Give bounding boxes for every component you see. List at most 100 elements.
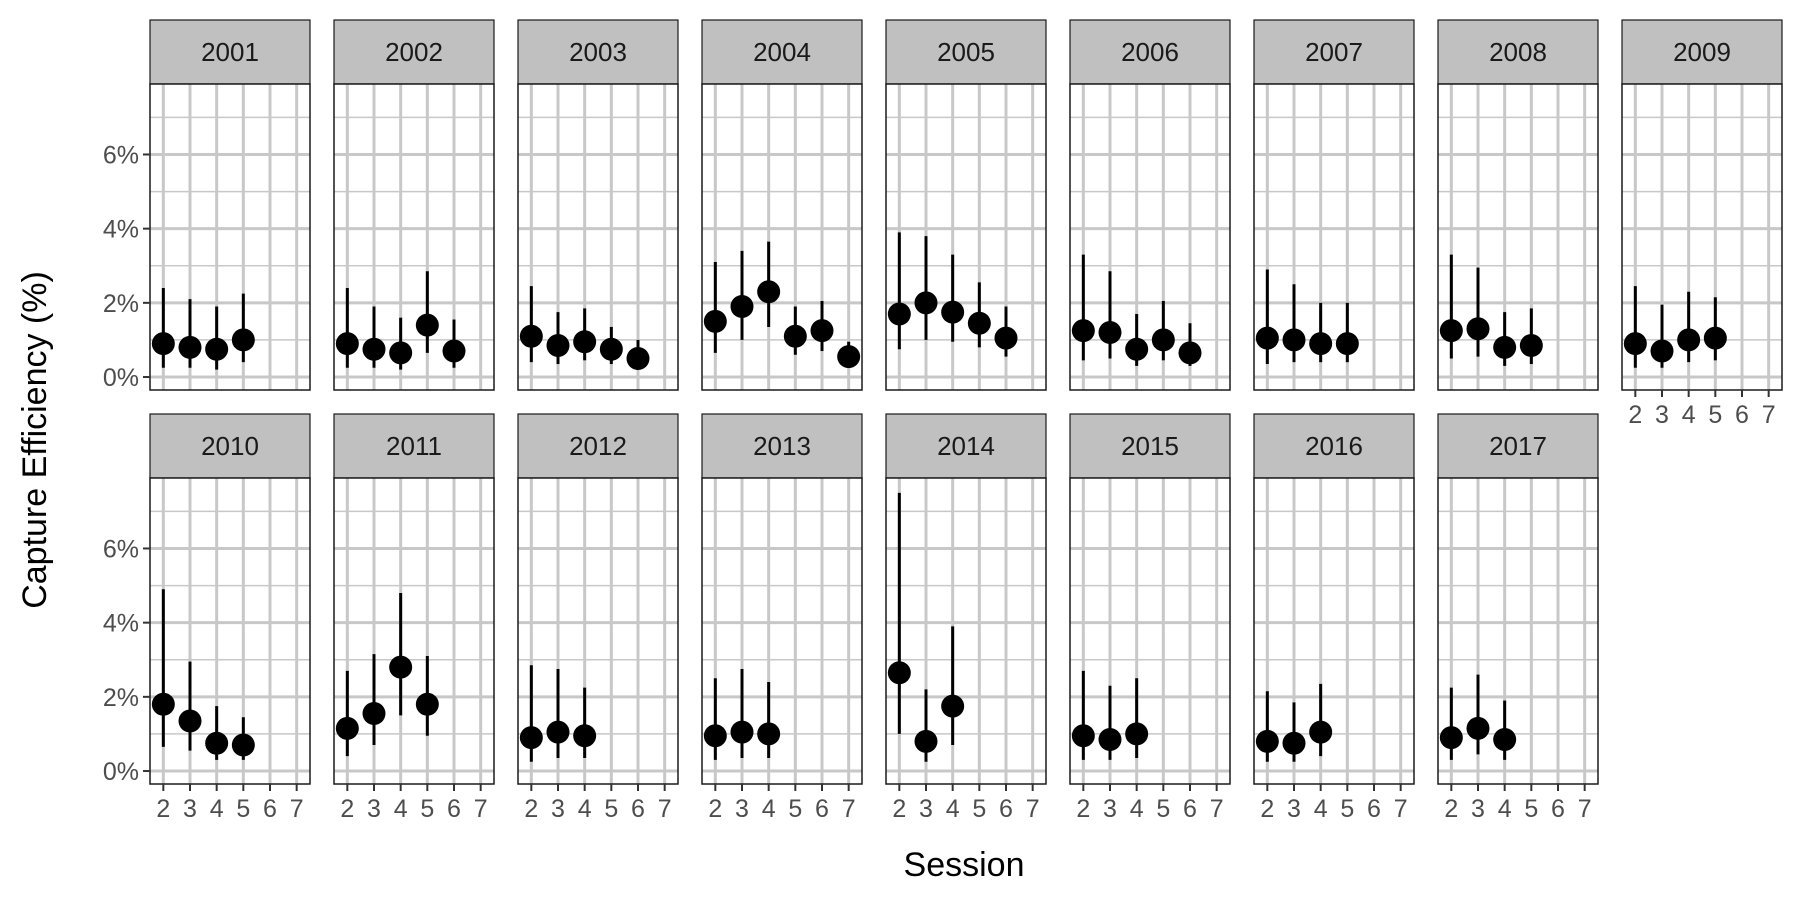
x-tick-label: 3 bbox=[183, 795, 197, 823]
facet-strip bbox=[1621, 19, 1783, 85]
facet-panel-2010: 2010 bbox=[149, 413, 311, 785]
facet-strip bbox=[333, 19, 495, 85]
facet-panel-2017: 2017 bbox=[1437, 413, 1599, 785]
x-tick-label: 4 bbox=[762, 795, 776, 823]
y-tick-label: 2% bbox=[103, 684, 139, 712]
data-point bbox=[1178, 341, 1202, 365]
data-point bbox=[1677, 328, 1701, 352]
x-tick-label: 4 bbox=[1682, 401, 1696, 429]
facet-strip bbox=[517, 19, 679, 85]
panel-border bbox=[1621, 83, 1783, 391]
x-tick-label: 6 bbox=[815, 795, 829, 823]
x-tick-label: 4 bbox=[946, 795, 960, 823]
data-point bbox=[887, 661, 911, 685]
x-tick-label: 4 bbox=[1314, 795, 1328, 823]
data-point bbox=[757, 280, 781, 304]
panel-background bbox=[334, 478, 494, 784]
x-tick-label: 6 bbox=[263, 795, 277, 823]
facet-strip-label: 2013 bbox=[753, 431, 811, 461]
x-tick-label: 5 bbox=[236, 795, 250, 823]
panel-border bbox=[333, 477, 495, 785]
facet-strip-label: 2005 bbox=[937, 37, 995, 67]
x-tick-label: 3 bbox=[367, 795, 381, 823]
panel-background bbox=[702, 478, 862, 784]
panel-border bbox=[149, 477, 311, 785]
facet-strip-label: 2014 bbox=[937, 431, 995, 461]
panel-border bbox=[1069, 83, 1231, 391]
panel-background bbox=[1438, 478, 1598, 784]
data-point bbox=[335, 332, 359, 356]
x-tick-label: 2 bbox=[1076, 795, 1090, 823]
data-point bbox=[1519, 333, 1543, 357]
panel-background bbox=[518, 84, 678, 390]
panels-layer: 2001 2002 2003 2004 2005 2006 2007 2008 2009 2010… bbox=[149, 19, 1783, 785]
x-tick-label: 7 bbox=[1026, 795, 1040, 823]
x-tick-label: 5 bbox=[1156, 795, 1170, 823]
panel-background bbox=[334, 84, 494, 390]
data-point bbox=[1125, 337, 1149, 361]
x-axes-layer: 2 3 4 5 6 72 3 4 5 6 7 2 3 4 5 6 7 2 3 4 5 6 7 2 3 4 5 6 7 2 3 4 5 6 7 2 3 4 5… bbox=[156, 390, 1776, 823]
x-tick-label: 5 bbox=[604, 795, 618, 823]
data-point bbox=[1098, 727, 1122, 751]
data-point bbox=[573, 330, 597, 354]
data-point bbox=[757, 722, 781, 746]
data-point bbox=[389, 341, 413, 365]
facet-panel-2015: 2015 bbox=[1069, 413, 1231, 785]
facet-panel-2004: 2004 bbox=[701, 19, 863, 391]
data-point bbox=[914, 291, 938, 315]
panel-background bbox=[1070, 84, 1230, 390]
facet-strip bbox=[885, 19, 1047, 85]
x-tick-label: 7 bbox=[1762, 401, 1776, 429]
panel-background bbox=[886, 84, 1046, 390]
x-tick-label: 2 bbox=[340, 795, 354, 823]
data-point bbox=[151, 692, 175, 716]
x-tick-label: 5 bbox=[1340, 795, 1354, 823]
x-tick-label: 2 bbox=[1260, 795, 1274, 823]
data-point bbox=[1255, 729, 1279, 753]
data-point bbox=[783, 324, 807, 348]
x-tick-label: 2 bbox=[892, 795, 906, 823]
panel-background bbox=[1254, 478, 1414, 784]
y-tick-label: 6% bbox=[103, 535, 139, 563]
x-tick-label: 3 bbox=[735, 795, 749, 823]
x-tick-label: 5 bbox=[420, 795, 434, 823]
data-point bbox=[1439, 319, 1463, 343]
panel-border bbox=[701, 83, 863, 391]
facet-strip-label: 2007 bbox=[1305, 37, 1363, 67]
facet-strip-label: 2011 bbox=[386, 431, 442, 461]
facet-strip-label: 2003 bbox=[569, 37, 627, 67]
data-point bbox=[151, 332, 175, 356]
x-tick-label: 2 bbox=[524, 795, 538, 823]
data-point bbox=[837, 345, 861, 369]
data-point bbox=[178, 709, 202, 733]
x-tick-label: 4 bbox=[1498, 795, 1512, 823]
x-tick-label: 2 bbox=[1628, 401, 1642, 429]
x-tick-label: 7 bbox=[1210, 795, 1224, 823]
panel-border bbox=[1069, 477, 1231, 785]
facet-panel-2016: 2016 bbox=[1253, 413, 1415, 785]
x-tick-label: 4 bbox=[394, 795, 408, 823]
x-tick-label: 6 bbox=[631, 795, 645, 823]
data-point bbox=[887, 302, 911, 326]
x-tick-label: 4 bbox=[578, 795, 592, 823]
data-point bbox=[730, 720, 754, 744]
panel-background bbox=[150, 478, 310, 784]
x-tick-label: 5 bbox=[972, 795, 986, 823]
panel-background bbox=[1438, 84, 1598, 390]
data-point bbox=[1650, 339, 1674, 363]
data-point bbox=[1282, 731, 1306, 755]
data-point bbox=[205, 731, 229, 755]
data-point bbox=[1623, 332, 1647, 356]
data-point bbox=[1466, 716, 1490, 740]
data-point bbox=[941, 300, 965, 324]
panel-background bbox=[150, 84, 310, 390]
y-axis-title: Capture Efficiency (%) bbox=[16, 271, 54, 609]
data-point bbox=[231, 328, 255, 352]
facet-strip bbox=[701, 19, 863, 85]
facet-strip-label: 2009 bbox=[1673, 37, 1731, 67]
facet-strip bbox=[517, 413, 679, 479]
facet-strip bbox=[149, 413, 311, 479]
panel-border bbox=[701, 477, 863, 785]
panel-border bbox=[149, 83, 311, 391]
data-point bbox=[914, 729, 938, 753]
